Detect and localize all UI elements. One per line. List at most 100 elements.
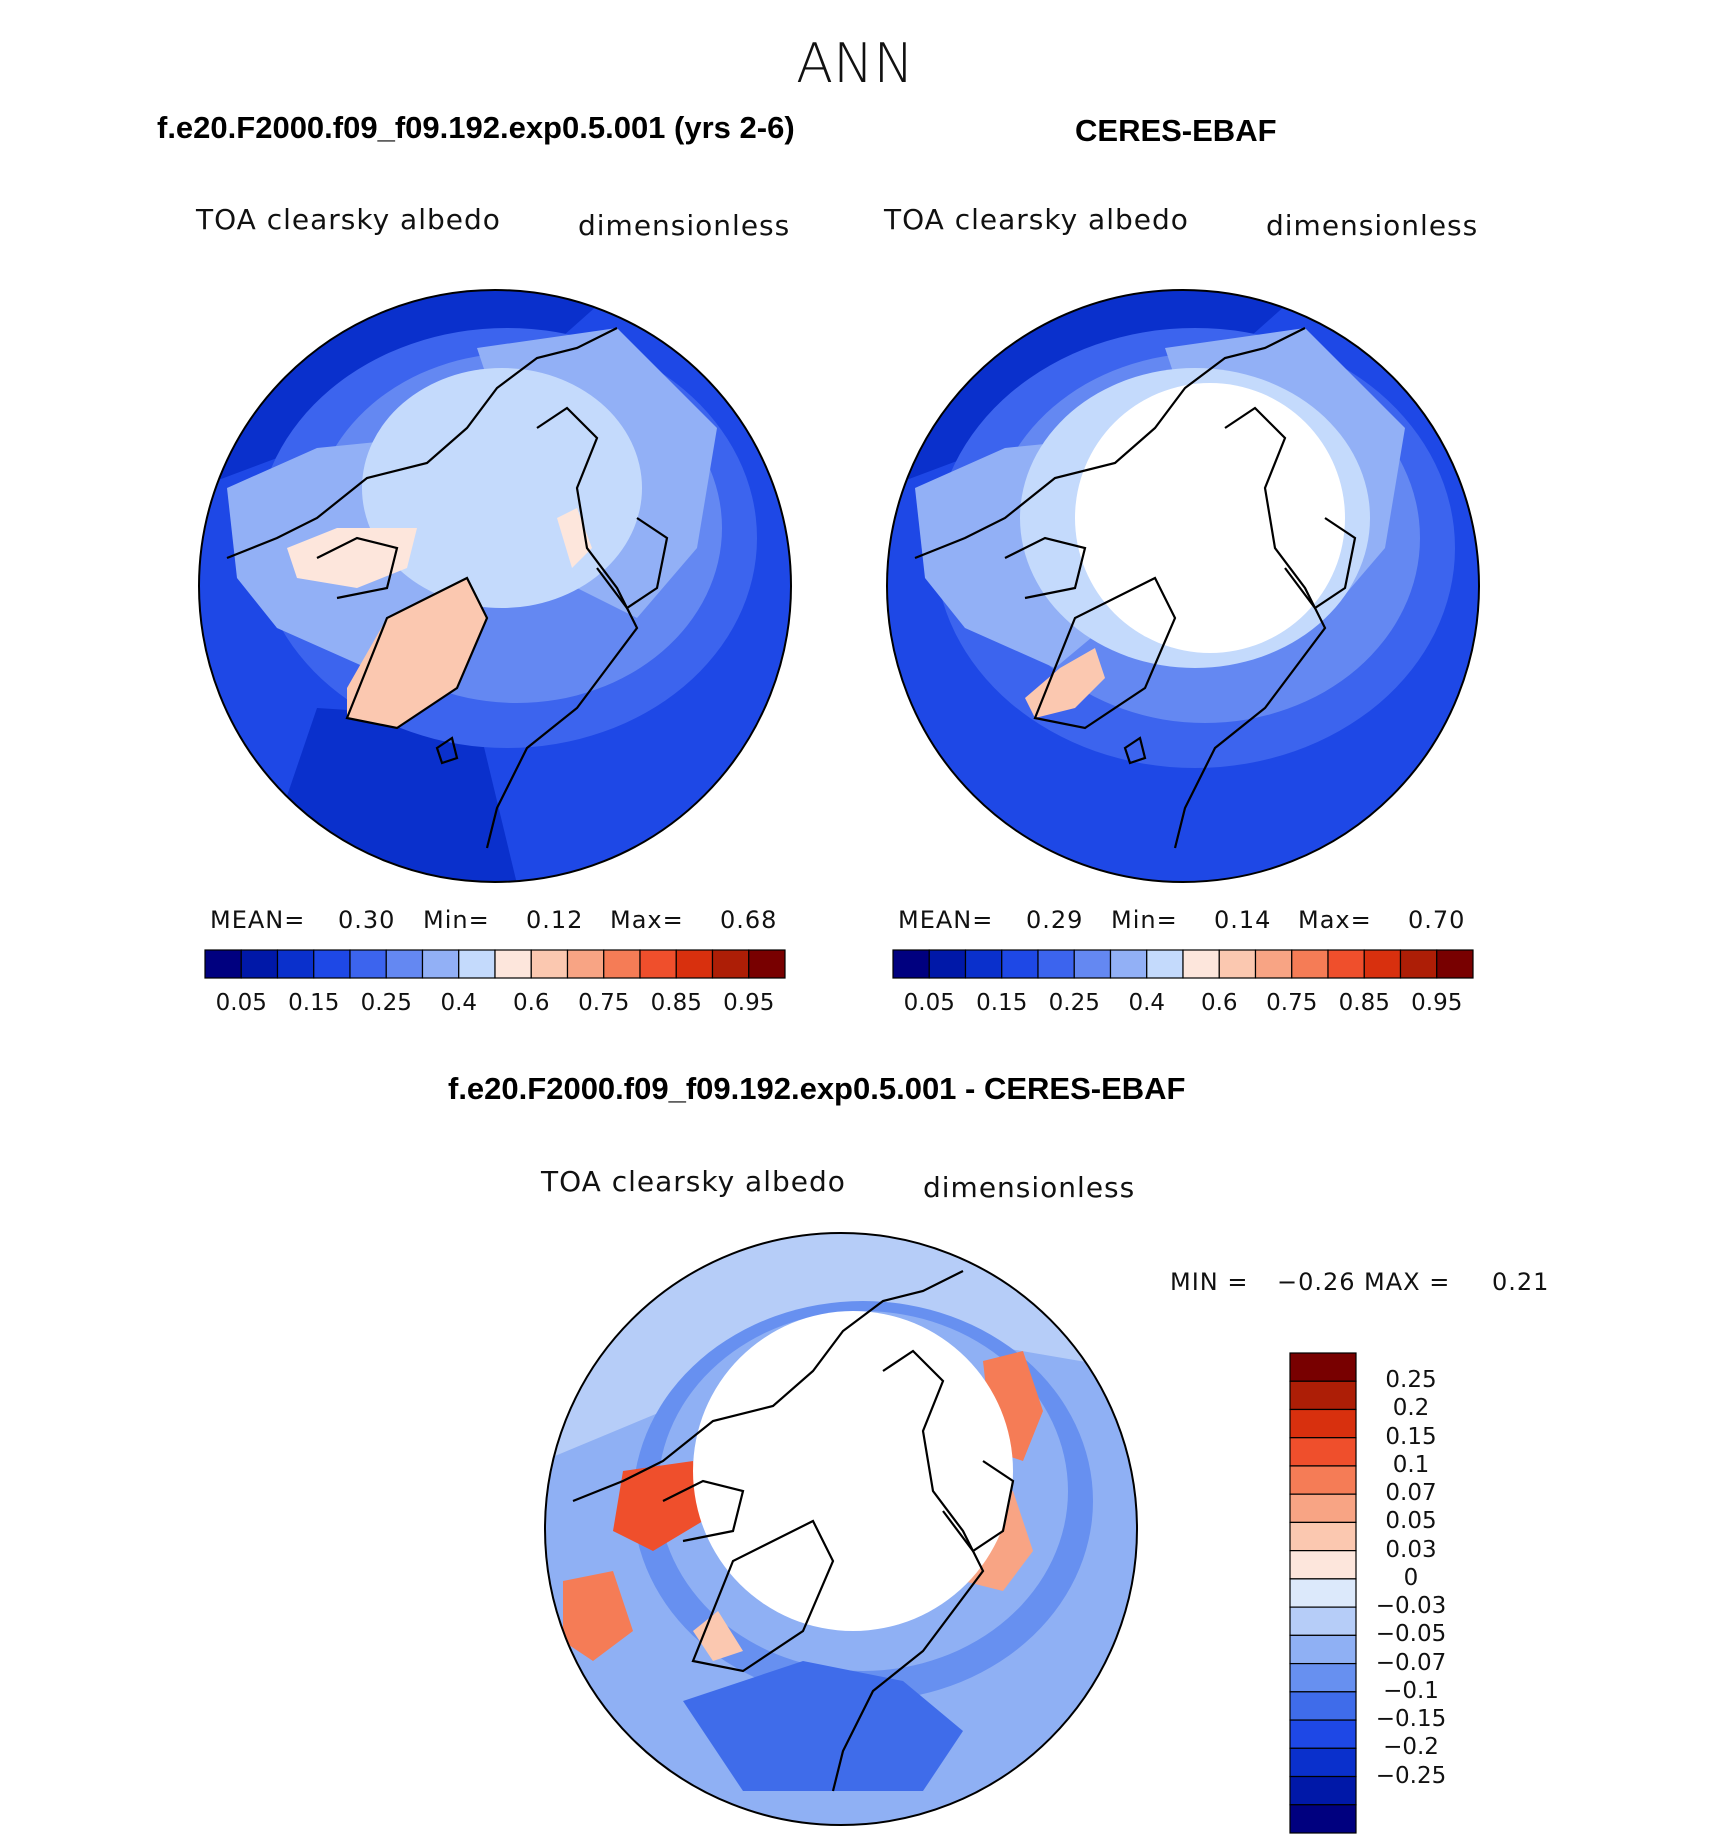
colorbar-swatch [1289, 1691, 1357, 1721]
colorbar-tick-label: 0.25 [1048, 990, 1100, 1016]
colorbar-tick-label: 0.6 [1200, 990, 1238, 1016]
coastline [691, 1519, 835, 1673]
coastline [345, 576, 489, 730]
colorbar-swatch [1289, 1747, 1357, 1778]
map-boundary [544, 1232, 1138, 1826]
panel1-variable-label: TOA clearsky albedo [196, 203, 501, 236]
colorbar-swatch [1289, 1662, 1357, 1693]
panel1-max-label: Max= [610, 906, 684, 934]
colorbar-swatch [494, 949, 532, 979]
colorbar-tick-label: 0.95 [1411, 990, 1463, 1016]
panel1-map [198, 289, 792, 883]
colorbar-swatch [566, 949, 605, 979]
colorbar-swatch [1037, 949, 1075, 979]
diff-max-value: 0.21 [1492, 1268, 1550, 1296]
coastline [942, 1460, 1015, 1553]
panel2-mean-label: MEAN= [898, 906, 994, 934]
canadian-archipelago-warm [287, 528, 417, 588]
colorbar-tick-label: −0.05 [1375, 1621, 1447, 1648]
diff-colorbar [1289, 1352, 1357, 1834]
coastline [226, 327, 618, 560]
coastline [914, 327, 1306, 560]
coastline [316, 536, 399, 600]
colorbar-tick-label: 0.95 [723, 990, 775, 1016]
colorbar-swatch [1289, 1775, 1357, 1806]
colorbar-swatch [1291, 949, 1329, 979]
colorbar-tick-label: −0.15 [1375, 1706, 1447, 1733]
colorbar-tick-label: 0.85 [650, 990, 702, 1016]
coastline [435, 736, 459, 765]
panel2-map [886, 289, 1480, 883]
colorbar-swatch [349, 949, 387, 979]
colorbar-swatch [1182, 949, 1220, 979]
colorbar-tick-label: −0.2 [1383, 1734, 1439, 1761]
colorbar-swatch [313, 949, 351, 979]
colorbar-swatch [1289, 1380, 1357, 1411]
panel1-case-title: f.e20.F2000.f09_f09.192.exp0.5.001 (yrs … [157, 110, 795, 145]
panel1-colorbar [204, 949, 786, 979]
colorbar-swatch [1289, 1550, 1357, 1580]
colorbar-tick-label: 0.85 [1338, 990, 1390, 1016]
colorbar-swatch [1218, 949, 1257, 979]
colorbar-tick-label: −0.25 [1375, 1762, 1447, 1789]
colorbar-swatch [1363, 949, 1402, 979]
diff-max-label: MAX = [1364, 1268, 1451, 1296]
colorbar-tick-label: 0.75 [1266, 990, 1318, 1016]
map-boundary [886, 289, 1480, 883]
colorbar-tick-label: −0.1 [1383, 1677, 1439, 1704]
colorbar-swatch [892, 949, 930, 979]
colorbar-tick-label: 0.15 [288, 990, 340, 1016]
colorbar-swatch [1289, 1493, 1357, 1524]
coastline [1123, 736, 1147, 765]
panel2-units-label: dimensionless [1266, 209, 1479, 242]
panel1-mean-label: MEAN= [210, 906, 306, 934]
colorbar-swatch [1001, 949, 1039, 979]
colorbar-tick-label: 0.1 [1392, 1451, 1430, 1478]
colorbar-swatch [964, 949, 1003, 979]
colorbar-swatch [204, 949, 242, 979]
diff-alaska-positive [563, 1571, 633, 1661]
colorbar-swatch [603, 949, 641, 979]
colorbar-swatch [1289, 1634, 1357, 1665]
colorbar-tick-label: 0.25 [360, 990, 412, 1016]
panel2-mean-value: 0.29 [1026, 906, 1084, 934]
panel1-min-value: 0.12 [526, 906, 584, 934]
colorbar-swatch [458, 949, 496, 979]
colorbar-tick-label: 0.6 [512, 990, 550, 1016]
diff-hudson-positive [613, 1461, 703, 1551]
diff-greenland-edge-positive [693, 1611, 743, 1661]
diff-map [544, 1232, 1138, 1826]
greenland-high-albedo [1025, 648, 1105, 718]
diff-min-value: −0.26 [1277, 1268, 1356, 1296]
colorbar-swatch [1289, 1606, 1357, 1636]
panel2-variable-label: TOA clearsky albedo [884, 203, 1189, 236]
colorbar-swatch [1254, 949, 1293, 979]
colorbar-swatch [421, 949, 460, 979]
panel2-case-title: CERES-EBAF [1075, 113, 1277, 148]
panel2-min-label: Min= [1111, 906, 1178, 934]
missing-data-polar-cap [693, 1311, 1013, 1631]
colorbar-tick-label: 0.4 [1128, 990, 1166, 1016]
colorbar-swatch [1399, 949, 1438, 979]
colorbar-tick-label: 0.07 [1385, 1480, 1437, 1507]
colorbar-tick-label: 0.2 [1392, 1395, 1430, 1422]
coastline [1284, 517, 1357, 610]
coastline [572, 1270, 964, 1503]
colorbar-tick-label: 0.4 [440, 990, 478, 1016]
season-title: ANN [796, 32, 914, 95]
colorbar-tick-label: 0.05 [1385, 1508, 1437, 1535]
diff-min-label: MIN = [1170, 1268, 1249, 1296]
colorbar-swatch [1289, 1578, 1357, 1608]
panel2-max-value: 0.70 [1408, 906, 1466, 934]
colorbar-swatch [276, 949, 315, 979]
coastline [1033, 576, 1177, 730]
panel1-mean-value: 0.30 [338, 906, 396, 934]
colorbar-swatch [928, 949, 967, 979]
panel1-max-value: 0.68 [720, 906, 778, 934]
colorbar-tick-label: −0.03 [1375, 1593, 1447, 1620]
coastline [662, 1479, 745, 1543]
colorbar-swatch [711, 949, 750, 979]
coastline [596, 517, 669, 610]
colorbar-swatch [1146, 949, 1184, 979]
map-boundary [198, 289, 792, 883]
